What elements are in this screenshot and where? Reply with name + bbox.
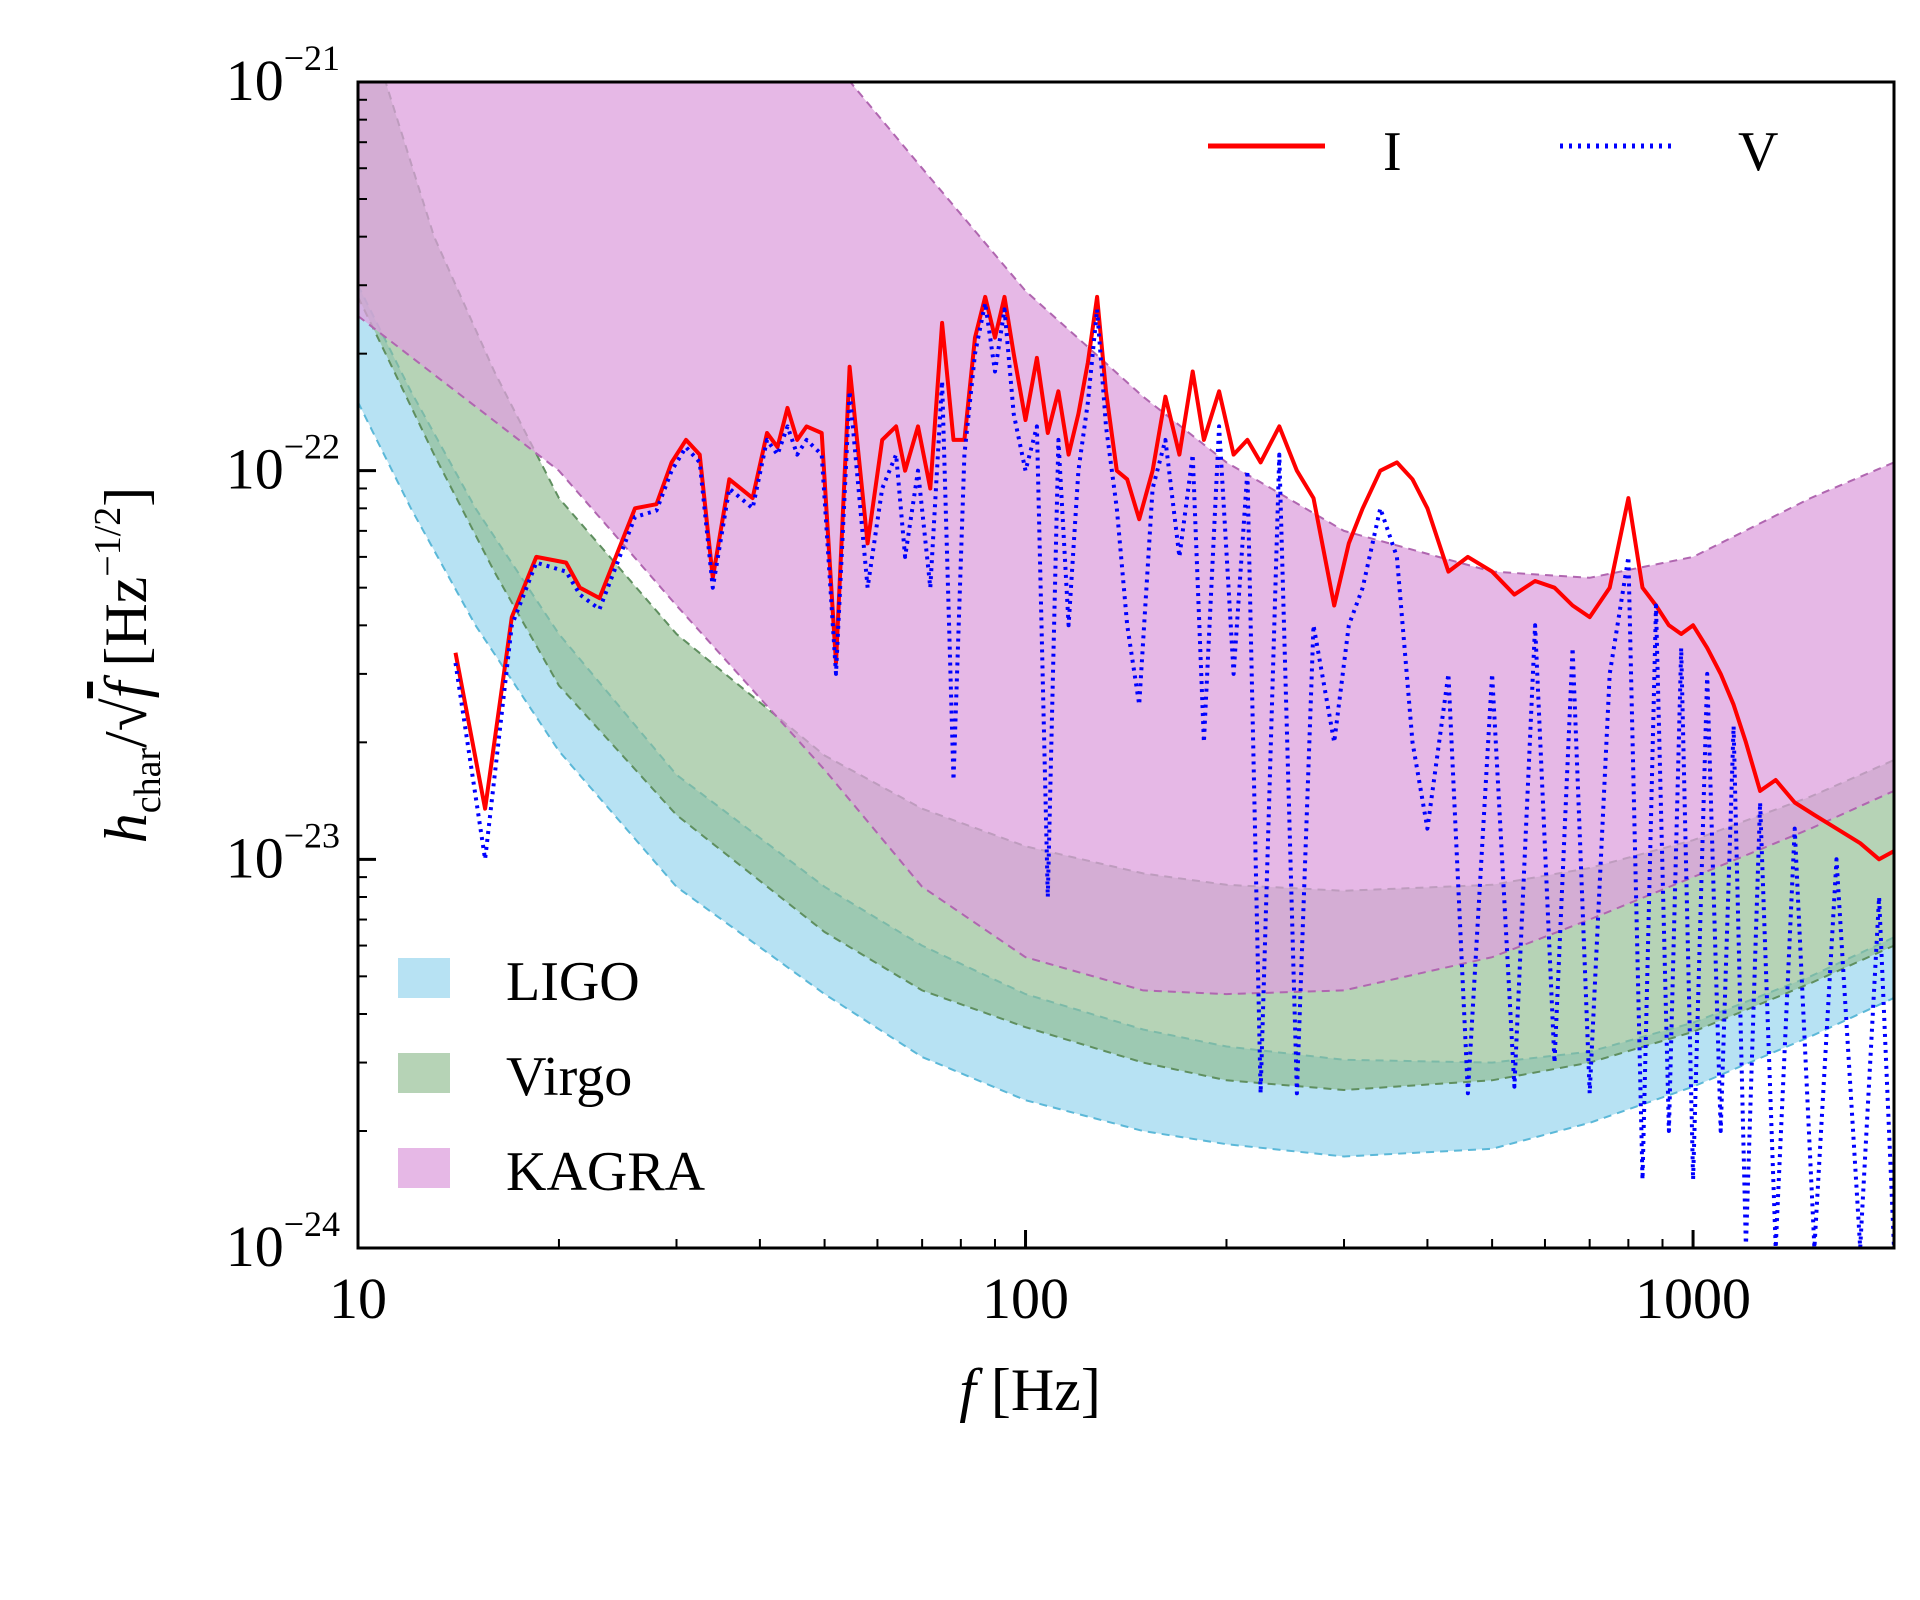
plot-frame — [356, 80, 1896, 1250]
y-tick-label: 10−23 — [226, 815, 340, 890]
band-kagra — [358, 82, 1894, 995]
x-tick-label: 100 — [982, 1266, 1069, 1331]
legend-label-v: V — [1738, 121, 1778, 183]
svg-text:hchar/√f [Hz−1/2]: hchar/√f [Hz−1/2] — [87, 487, 169, 844]
legend-swatch-kagra — [398, 1148, 450, 1188]
y-tick-label: 10−21 — [226, 38, 340, 113]
band-legend: LIGO Virgo KAGRA — [398, 951, 706, 1203]
band-virgo-lower-edge — [358, 296, 1894, 1092]
band-kagra-upper-edge — [848, 82, 1894, 579]
series-i-line — [453, 294, 1894, 862]
legend-label-virgo: Virgo — [506, 1046, 632, 1108]
y-tick-label: 10−24 — [226, 1204, 340, 1279]
x-tick-label: 10 — [329, 1266, 387, 1331]
y-tick-label: 10−22 — [226, 427, 340, 502]
legend-label-ligo: LIGO — [506, 951, 640, 1013]
legend-label-i: I — [1383, 121, 1402, 183]
data-series — [453, 294, 1894, 1248]
x-axis-title: f [Hz] — [959, 1357, 1101, 1423]
legend-swatch-virgo — [398, 1053, 450, 1093]
legend-swatch-ligo — [398, 958, 450, 998]
detector-bands — [358, 82, 1894, 1158]
y-axis-title: hchar/√f [Hz−1/2] — [87, 487, 169, 844]
series-legend: I V — [1208, 121, 1778, 183]
y-axis: 10−21 10−22 10−23 10−24 — [226, 38, 376, 1279]
legend-label-kagra: KAGRA — [506, 1141, 706, 1203]
band-virgo — [358, 82, 1894, 1090]
x-axis: 10 100 1000 — [329, 1230, 1895, 1331]
band-ligo-lower-edge — [358, 401, 1894, 1158]
x-tick-label: 1000 — [1635, 1266, 1751, 1331]
band-kagra-lower-edge — [358, 315, 1894, 996]
